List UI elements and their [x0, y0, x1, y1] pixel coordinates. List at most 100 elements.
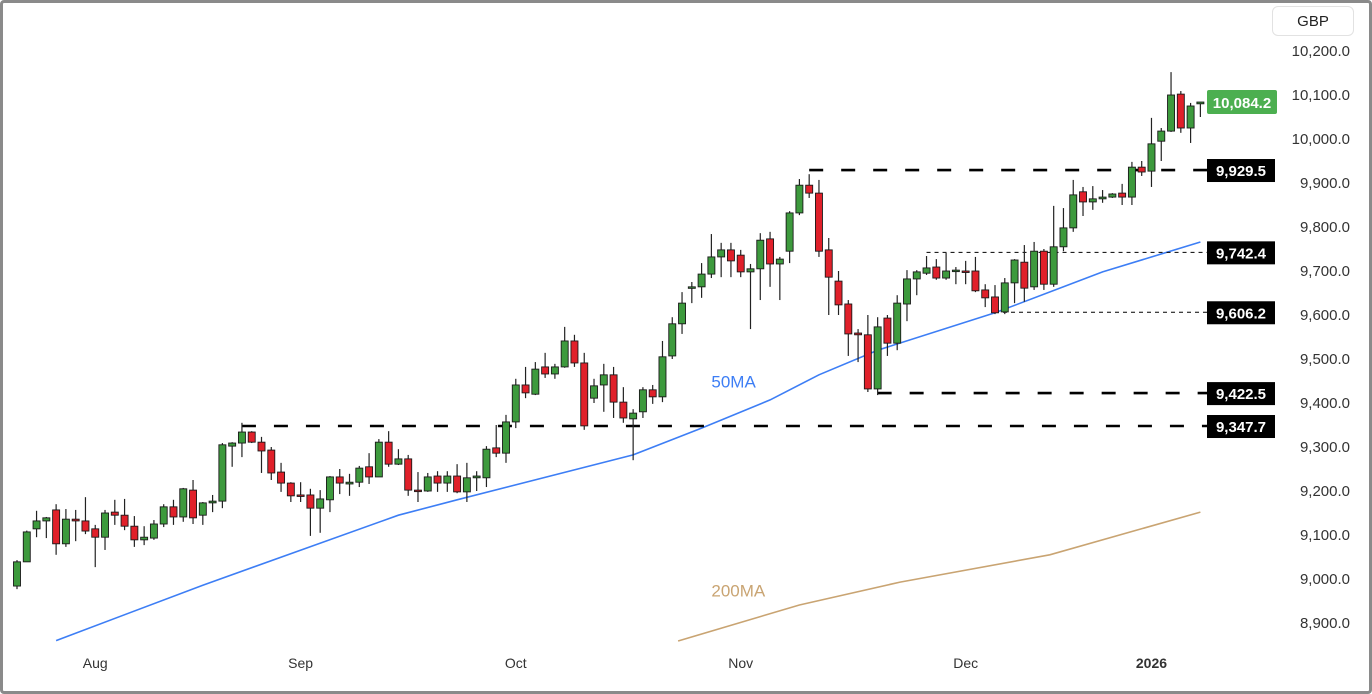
- candle-up: [355, 467, 364, 483]
- candle-up: [482, 448, 491, 479]
- candle-down: [521, 384, 530, 394]
- candle-down: [961, 270, 970, 273]
- candle-up: [1010, 259, 1019, 284]
- level-price-label: 9,422.5: [1216, 386, 1266, 403]
- currency-button[interactable]: GBP: [1272, 6, 1354, 36]
- y-tick-label: 9,600.0: [1300, 307, 1350, 324]
- candle-up: [951, 269, 960, 273]
- y-tick-label: 9,900.0: [1300, 175, 1350, 192]
- candle-down: [335, 476, 344, 484]
- candle-up: [922, 267, 931, 274]
- candle-up: [785, 212, 794, 252]
- candle-up: [1059, 227, 1068, 248]
- y-tick-label: 9,300.0: [1300, 439, 1350, 456]
- candle-up: [218, 444, 227, 502]
- level-price-badge: [1207, 301, 1275, 325]
- candle-down: [863, 334, 872, 390]
- candle-up: [149, 523, 158, 539]
- y-tick-label: 9,100.0: [1300, 527, 1350, 544]
- candle-up: [707, 256, 716, 275]
- candle-down: [609, 374, 618, 403]
- candle-up: [638, 389, 647, 413]
- candle-down: [189, 489, 197, 519]
- y-tick-label: 10,000.0: [1292, 131, 1350, 148]
- candle-up: [228, 442, 237, 447]
- candle-up: [472, 475, 481, 479]
- candle-up: [717, 249, 726, 258]
- y-tick-label: 9,000.0: [1300, 571, 1350, 588]
- candle-up: [687, 286, 696, 289]
- candle-up: [531, 368, 540, 395]
- candle-down: [815, 192, 823, 252]
- x-tick-label: Aug: [83, 655, 108, 671]
- candle-down: [883, 317, 892, 344]
- candle-down: [766, 238, 775, 265]
- candle-down: [296, 494, 305, 497]
- candle-up: [159, 506, 168, 525]
- moving-averages: 50MA 200MA: [55, 241, 1201, 642]
- candle-down: [824, 249, 833, 278]
- candle-down: [52, 509, 61, 545]
- candle-up: [462, 477, 471, 493]
- candle-down: [286, 482, 295, 497]
- candle-down: [1020, 261, 1029, 289]
- candle-down: [169, 506, 178, 518]
- candle-up: [1186, 105, 1195, 129]
- candle-up: [1196, 101, 1205, 105]
- y-tick-label: 9,400.0: [1300, 395, 1350, 412]
- ma-label-50ma: 50MA: [711, 373, 756, 392]
- candle-up: [374, 441, 383, 478]
- candles: [13, 72, 1205, 590]
- candle-up: [756, 239, 765, 270]
- candle-down: [648, 389, 657, 398]
- candle-up: [316, 498, 325, 509]
- candle-up: [61, 518, 70, 545]
- x-tick-label: 2026: [1136, 655, 1167, 671]
- candle-down: [453, 475, 462, 493]
- candle-down: [277, 471, 286, 484]
- level-labels: 9,929.5 9,742.4 9,606.2 9,422.5 9,347.7 10,08…: [1207, 89, 1277, 439]
- candle-up: [1108, 193, 1117, 198]
- x-tick-label: Sep: [288, 655, 313, 671]
- candle-up: [179, 488, 188, 518]
- candle-up: [1000, 282, 1009, 313]
- x-tick-label: Dec: [953, 655, 978, 671]
- candle-down: [257, 441, 266, 452]
- candle-down: [805, 184, 814, 194]
- candle-down: [1039, 250, 1048, 285]
- x-tick-label: Oct: [505, 655, 527, 671]
- ma-line-50ma: [55, 241, 1201, 642]
- candle-up: [903, 278, 911, 305]
- candle-down: [726, 249, 735, 262]
- candle-up: [1147, 143, 1156, 172]
- candle-up: [1157, 130, 1166, 142]
- candle-up: [32, 520, 41, 530]
- candle-up: [1127, 166, 1136, 198]
- candle-down: [1079, 191, 1087, 203]
- candle-up: [345, 481, 354, 485]
- candle-up: [658, 356, 667, 398]
- candle-up: [697, 273, 706, 288]
- candle-up: [423, 476, 432, 492]
- candle-up: [912, 271, 921, 280]
- last-price-label: 10,084.2: [1213, 95, 1271, 112]
- candle-up: [1069, 194, 1078, 229]
- y-tick-label: 9,800.0: [1300, 219, 1350, 236]
- candle-down: [414, 489, 422, 493]
- candle-up: [502, 421, 510, 454]
- level-price-badge: [1207, 241, 1275, 265]
- candle-up: [140, 536, 149, 541]
- candle-up: [560, 340, 569, 368]
- candle-down: [247, 431, 256, 443]
- candle-up: [511, 384, 520, 423]
- candle-down: [404, 458, 413, 491]
- candle-up: [629, 412, 638, 420]
- candle-up: [443, 475, 452, 484]
- level-price-badge: [1207, 415, 1275, 439]
- candle-up: [873, 326, 882, 390]
- candle-up: [775, 258, 784, 265]
- candle-down: [306, 494, 315, 509]
- candle-up: [101, 512, 109, 538]
- candle-up: [42, 517, 51, 522]
